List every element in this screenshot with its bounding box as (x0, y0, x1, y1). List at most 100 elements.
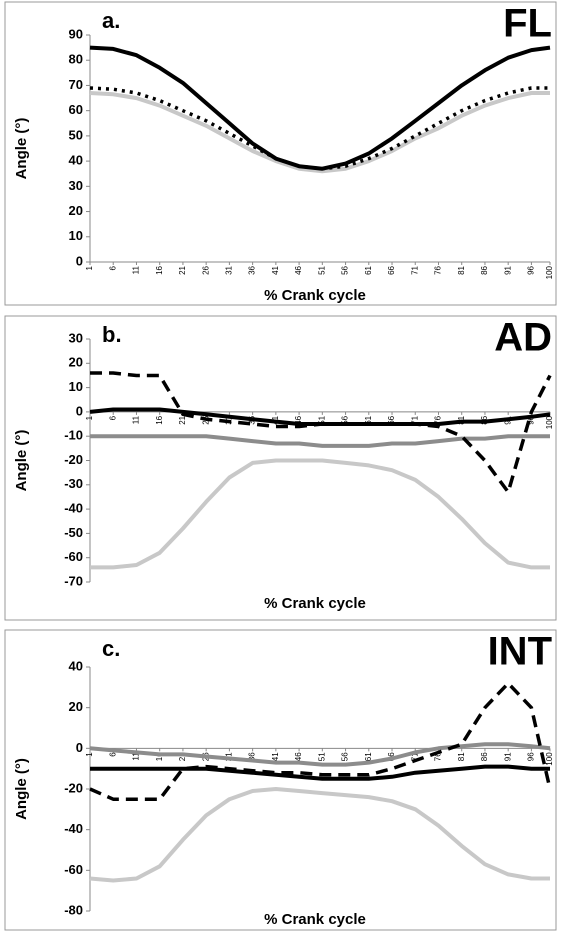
x-tick-label: 56 (341, 415, 350, 424)
panel-frame (4, 1, 557, 306)
y-tick-label: 30 (69, 330, 83, 345)
panel-annotation: c. (102, 636, 120, 661)
x-tick-label: 66 (387, 265, 396, 274)
x-tick-label: 66 (387, 415, 396, 424)
x-tick-label: 16 (155, 415, 164, 424)
x-tick-label: 96 (527, 265, 536, 274)
x-axis-label: % Crank cycle (264, 595, 366, 612)
x-tick-label: 11 (132, 415, 141, 424)
y-tick-label: -60 (64, 862, 83, 877)
x-tick-label: 16 (155, 265, 164, 274)
series-line (90, 764, 550, 781)
x-axis-label: % Crank cycle (264, 287, 366, 304)
y-tick-label: -20 (64, 452, 83, 467)
y-tick-label: 90 (69, 26, 83, 41)
y-tick-label: 60 (69, 102, 83, 117)
series-line (89, 91, 550, 174)
x-tick-label: 96 (527, 415, 536, 424)
x-tick-label: 61 (364, 752, 373, 761)
x-tick-label: 1 (85, 265, 94, 270)
x-tick-label: 76 (434, 415, 443, 424)
y-tick-label: 0 (76, 403, 83, 418)
x-tick-label: 41 (271, 752, 280, 761)
y-tick-label: -40 (64, 821, 83, 836)
x-tick-label: 36 (248, 752, 257, 761)
x-tick-label: 51 (317, 752, 326, 761)
y-axis-label: Angle (°) (13, 430, 30, 492)
x-tick-label: 26 (201, 265, 210, 274)
x-tick-label: 71 (410, 752, 419, 761)
y-tick-label: 80 (69, 52, 83, 67)
series-line (89, 787, 550, 883)
panel-frame (4, 629, 557, 931)
x-tick-label: 51 (317, 415, 326, 424)
x-tick-label: 6 (108, 752, 117, 757)
x-tick-label: 21 (178, 415, 187, 424)
x-tick-label: 86 (480, 265, 489, 274)
x-axis-label: % Crank cycle (264, 911, 366, 928)
x-tick-label: 51 (317, 265, 326, 274)
y-tick-label: 40 (69, 153, 83, 168)
x-tick-label: 1 (85, 752, 94, 757)
y-tick-label: -40 (64, 501, 83, 516)
x-tick-label: 46 (294, 752, 303, 761)
x-tick-label: 71 (410, 265, 419, 274)
series-line (90, 458, 550, 570)
y-tick-label: -10 (64, 428, 83, 443)
series-line (89, 45, 551, 171)
x-tick-label: 61 (364, 415, 373, 424)
y-tick-label: -70 (64, 573, 83, 588)
x-tick-label: 71 (410, 415, 419, 424)
x-tick-label: 56 (341, 752, 350, 761)
x-tick-label: 91 (503, 752, 512, 761)
x-tick-label: 76 (434, 752, 443, 761)
x-tick-label: 6 (108, 415, 117, 420)
panel-title: INT (488, 630, 552, 674)
series-line (89, 86, 550, 171)
y-tick-label: 10 (69, 379, 83, 394)
x-tick-label: 46 (294, 415, 303, 424)
y-tick-label: 30 (69, 178, 83, 193)
y-tick-label: 70 (69, 77, 83, 92)
panel-title: FL (503, 2, 552, 46)
series-line (90, 434, 550, 448)
x-tick-label: 66 (387, 752, 396, 761)
x-tick-label: 6 (108, 265, 117, 270)
x-tick-label: 96 (527, 752, 536, 761)
panel-annotation: a. (102, 8, 120, 33)
y-tick-label: 20 (69, 699, 83, 714)
panel-title: AD (494, 316, 552, 360)
y-tick-label: -20 (64, 780, 83, 795)
y-axis-label: Angle (°) (13, 758, 30, 820)
x-tick-label: 36 (248, 265, 257, 274)
panel-annotation: b. (102, 322, 122, 347)
x-tick-label: 91 (503, 265, 512, 274)
x-tick-label: 100 (545, 415, 554, 429)
y-tick-label: 10 (69, 228, 83, 243)
panel-frame (4, 315, 557, 621)
y-tick-label: -80 (64, 902, 83, 917)
x-tick-label: 81 (457, 752, 466, 761)
x-tick-label: 56 (341, 265, 350, 274)
series-line (89, 681, 552, 801)
y-tick-label: -50 (64, 525, 83, 540)
x-tick-label: 16 (155, 752, 164, 761)
series-line (90, 371, 552, 494)
y-tick-label: 0 (76, 740, 83, 755)
x-tick-label: 21 (178, 752, 187, 761)
x-tick-label: 11 (132, 265, 141, 274)
y-tick-label: 40 (69, 658, 83, 673)
x-tick-label: 81 (457, 265, 466, 274)
y-tick-label: 20 (69, 203, 83, 218)
y-tick-label: 20 (69, 355, 83, 370)
x-tick-label: 31 (225, 265, 234, 274)
x-tick-label: 100 (545, 752, 554, 766)
y-tick-label: -60 (64, 549, 83, 564)
y-tick-label: 0 (76, 253, 83, 268)
y-axis-label: Angle (°) (13, 118, 30, 180)
y-tick-label: 50 (69, 127, 83, 142)
x-tick-label: 76 (434, 265, 443, 274)
x-tick-label: 21 (178, 265, 187, 274)
x-tick-label: 46 (294, 265, 303, 274)
